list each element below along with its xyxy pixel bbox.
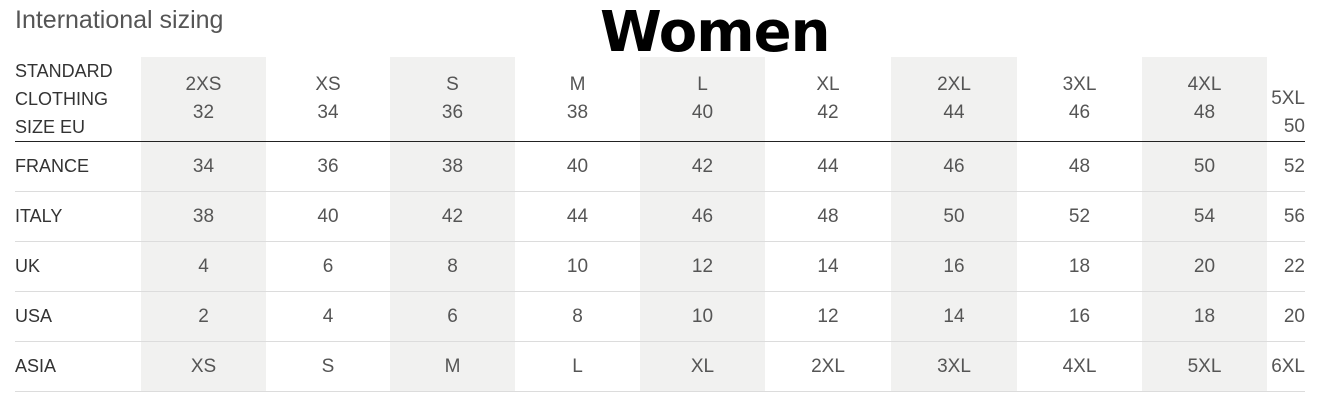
- table-cell: 48: [817, 205, 839, 227]
- table-cell: XS: [141, 342, 266, 391]
- size-label: 4XL: [1187, 74, 1222, 95]
- table-cell: 6: [390, 292, 515, 341]
- header-cell: L 40: [640, 57, 765, 141]
- table-cell: 16: [891, 242, 1017, 291]
- table-cell: 12: [817, 305, 839, 327]
- table-cell: 42: [640, 142, 765, 191]
- table-row: FRANCE 34 36 38 40 42 44 46 48 50 52: [15, 142, 1305, 192]
- header-cell: XS 34: [266, 57, 390, 141]
- table-cell: 38: [141, 192, 266, 241]
- eu-size: 46: [1068, 102, 1091, 123]
- size-label: 3XL: [1062, 74, 1097, 95]
- eu-size: 32: [192, 102, 215, 123]
- table-row: ITALY 38 40 42 44 46 48 50 52 54 56: [15, 192, 1305, 242]
- header-label-line: STANDARD: [15, 61, 113, 81]
- table-cell: 34: [141, 142, 266, 191]
- size-label: L: [697, 74, 708, 95]
- header-cell: 3XL 46: [1017, 57, 1142, 141]
- table-cell: 54: [1142, 192, 1267, 241]
- table-row: ASIA XS S M L XL 2XL 3XL 4XL 5XL 6XL: [15, 342, 1305, 392]
- page-title: Women: [600, 0, 830, 65]
- table-cell: 8: [390, 242, 515, 291]
- size-label: 2XL: [937, 74, 971, 95]
- table-cell: 38: [390, 142, 515, 191]
- section-subtitle: International sizing: [15, 6, 224, 34]
- table-cell: 40: [566, 155, 589, 177]
- table-cell: 20: [1142, 242, 1267, 291]
- header-cell: XL 42: [765, 57, 891, 141]
- table-cell: 36: [317, 155, 339, 177]
- table-cell: 20: [1283, 305, 1305, 327]
- table-cell: 4: [141, 242, 266, 291]
- table-cell: 2XL: [811, 355, 845, 377]
- header-cell: 5XL 50: [1267, 57, 1305, 141]
- eu-size: 42: [817, 102, 839, 123]
- table-cell: L: [572, 355, 583, 377]
- table-row: USA 2 4 6 8 10 12 14 16 18 20: [15, 292, 1305, 342]
- header-cell: 2XL 44: [891, 57, 1017, 141]
- eu-size: 40: [691, 102, 714, 123]
- header-cell: M 38: [515, 57, 640, 141]
- row-label: ASIA: [15, 356, 57, 376]
- table-cell: 5XL: [1142, 342, 1267, 391]
- table-cell: 12: [640, 242, 765, 291]
- table-cell: 42: [390, 192, 515, 241]
- table-cell: 52: [1068, 205, 1091, 227]
- table-cell: 3XL: [891, 342, 1017, 391]
- eu-size: 48: [1193, 102, 1216, 123]
- table-cell: M: [390, 342, 515, 391]
- table-cell: 10: [640, 292, 765, 341]
- size-label: 2XS: [185, 74, 222, 95]
- table-cell: 16: [1068, 305, 1091, 327]
- header-label-line: CLOTHING: [15, 89, 109, 109]
- header-label-line: SIZE EU: [15, 117, 86, 137]
- eu-size: 44: [943, 102, 965, 123]
- table-cell: 8: [572, 305, 583, 327]
- eu-size: 38: [566, 102, 589, 123]
- header-label: STANDARD CLOTHING SIZE EU: [15, 57, 141, 141]
- size-label: M: [569, 74, 586, 95]
- size-label: 5XL: [1271, 88, 1305, 109]
- table-cell: 44: [566, 205, 589, 227]
- table-cell: 4: [322, 305, 334, 327]
- table-cell: 18: [1068, 255, 1091, 277]
- table-cell: 48: [1068, 155, 1091, 177]
- table-cell: 10: [566, 255, 589, 277]
- table-cell: 52: [1283, 155, 1305, 177]
- table-cell: 2: [141, 292, 266, 341]
- table-cell: 44: [817, 155, 839, 177]
- table-cell: 46: [640, 192, 765, 241]
- table-cell: 18: [1142, 292, 1267, 341]
- table-cell: 56: [1283, 205, 1305, 227]
- row-label: USA: [15, 306, 53, 326]
- table-cell: 6: [322, 255, 334, 277]
- size-label: S: [446, 74, 459, 95]
- table-cell: 22: [1283, 255, 1305, 277]
- table-cell: 6XL: [1271, 355, 1305, 377]
- eu-size: 36: [441, 102, 464, 123]
- table-cell: XL: [640, 342, 765, 391]
- header-cell: 4XL 48: [1142, 57, 1267, 141]
- header-cell: 2XS 32: [141, 57, 266, 141]
- header-cell: S 36: [390, 57, 515, 141]
- table-cell: 40: [317, 205, 339, 227]
- table-cell: 50: [891, 192, 1017, 241]
- size-label: XL: [816, 74, 840, 95]
- eu-size: 34: [317, 102, 339, 123]
- table-cell: 4XL: [1062, 355, 1097, 377]
- eu-size: 50: [1283, 116, 1305, 137]
- row-label: UK: [15, 256, 41, 276]
- size-label: XS: [315, 74, 341, 95]
- row-label: FRANCE: [15, 156, 90, 176]
- table-cell: S: [321, 355, 335, 377]
- table-header-row: STANDARD CLOTHING SIZE EU 2XS 32 XS 34 S 36 M 3…: [15, 57, 1305, 142]
- table-cell: 14: [817, 255, 839, 277]
- size-table: STANDARD CLOTHING SIZE EU 2XS 32 XS 34 S 36 M 3…: [15, 57, 1305, 392]
- table-cell: 50: [1142, 142, 1267, 191]
- table-cell: 14: [891, 292, 1017, 341]
- table-row: UK 4 6 8 10 12 14 16 18 20 22: [15, 242, 1305, 292]
- row-label: ITALY: [15, 206, 63, 226]
- table-cell: 46: [891, 142, 1017, 191]
